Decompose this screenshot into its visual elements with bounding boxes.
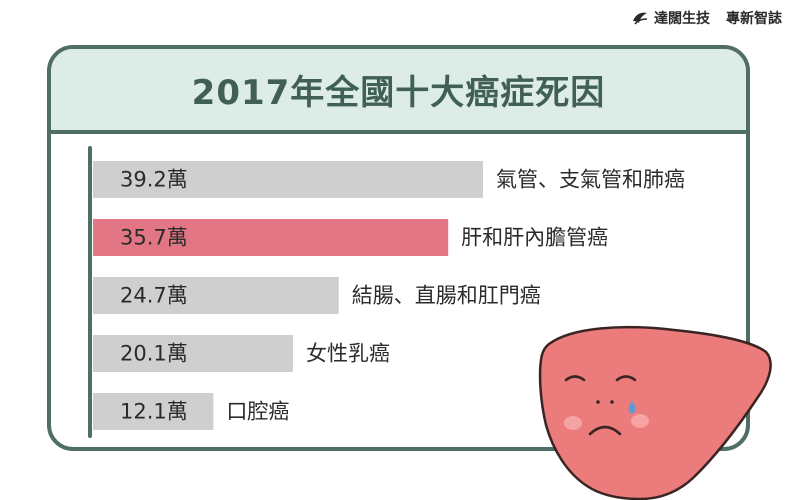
bar bbox=[93, 393, 214, 430]
bar bbox=[93, 161, 483, 198]
bar-value-label: 35.7萬 bbox=[120, 226, 188, 250]
bar-value-label: 12.1萬 bbox=[120, 400, 188, 424]
brand-name: 達闊生技 bbox=[654, 11, 710, 27]
bar-value-label: 20.1萬 bbox=[120, 342, 188, 366]
chart-title: 2017年全國十大癌症死因 bbox=[191, 73, 606, 113]
brand-tagline: 專新智誌 bbox=[726, 11, 782, 27]
bar bbox=[93, 219, 449, 256]
brand-logo-icon bbox=[633, 12, 648, 25]
bar-value-label: 39.2萬 bbox=[120, 168, 188, 192]
category-label: 氣管、支氣管和肺癌 bbox=[496, 168, 685, 192]
category-label: 口腔癌 bbox=[226, 400, 289, 424]
bar-value-label: 24.7萬 bbox=[120, 284, 188, 308]
brand: 達闊生技 專新智誌 bbox=[632, 8, 782, 28]
bar bbox=[93, 335, 293, 372]
card-header: 2017年全國十大癌症死因 bbox=[51, 49, 746, 134]
category-label: 結腸、直腸和肛門癌 bbox=[352, 284, 541, 308]
category-label: 肝和肝內膽管癌 bbox=[461, 226, 608, 250]
bar bbox=[93, 277, 339, 314]
category-label: 女性乳癌 bbox=[306, 342, 390, 366]
